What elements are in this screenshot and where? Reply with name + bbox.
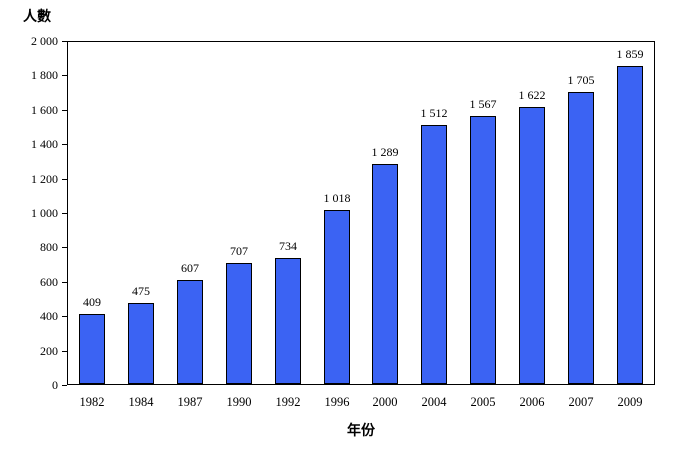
y-tick-label: 1 200 [31, 171, 58, 186]
bar-value-label: 1 512 [420, 106, 448, 120]
x-tick-label: 2009 [617, 395, 643, 409]
bar-2007 [568, 92, 594, 384]
x-tick-label: 1990 [226, 395, 252, 409]
bar-2006 [519, 107, 545, 384]
bar-value-label: 1 705 [567, 73, 595, 87]
bar-value-label: 1 289 [371, 145, 399, 159]
y-tick-mark [62, 144, 67, 145]
y-tick-mark [62, 41, 67, 42]
plot-area: 409 475 607 707 734 1 018 1 289 1 512 1 567 1 622… [67, 41, 655, 385]
bar-value-label: 1 567 [469, 97, 497, 111]
bar-value-label: 734 [279, 239, 297, 253]
bar-value-label: 409 [83, 295, 101, 309]
y-tick-label: 2 000 [31, 34, 58, 48]
bar-value-label: 1 859 [616, 47, 644, 61]
bar-value-label: 707 [230, 244, 248, 258]
bar-2009 [617, 66, 643, 384]
y-tick-mark [62, 247, 67, 248]
x-tick-label: 1996 [324, 395, 350, 409]
y-tick-mark [62, 75, 67, 76]
y-tick-label: 600 [40, 274, 58, 289]
x-tick-label: 1982 [79, 395, 105, 409]
y-tick-mark [62, 282, 67, 283]
y-tick-mark [62, 213, 67, 214]
x-tick-label: 2006 [519, 395, 545, 409]
bar-1996 [324, 210, 350, 384]
bar-value-label: 1 018 [323, 191, 351, 205]
bar-value-label: 607 [181, 261, 199, 275]
bar-1984 [128, 303, 154, 384]
x-tick-label: 2005 [470, 395, 496, 409]
x-tick-label: 2007 [568, 395, 594, 409]
y-tick-label: 1 800 [31, 68, 58, 83]
y-tick-mark [62, 179, 67, 180]
bar-1990 [226, 263, 252, 384]
bar-value-label: 1 622 [518, 88, 546, 102]
bar-2005 [470, 116, 496, 384]
bar-2000 [372, 164, 398, 384]
x-axis-title: 年份 [347, 422, 375, 438]
y-tick-label: 1 400 [31, 137, 58, 152]
x-tick-label: 2004 [421, 395, 447, 409]
y-tick-label: 400 [40, 309, 58, 324]
x-tick-label: 1984 [128, 395, 154, 409]
bar-value-label: 475 [132, 284, 150, 298]
y-tick-label: 800 [40, 240, 58, 255]
x-tick-label: 1992 [275, 395, 301, 409]
y-tick-label: 1 600 [31, 102, 58, 117]
y-tick-label: 1 000 [31, 206, 58, 220]
y-tick-label: 200 [40, 343, 58, 358]
bar-1987 [177, 280, 203, 384]
y-tick-mark [62, 316, 67, 317]
x-tick-label: 1987 [177, 395, 203, 409]
bar-2004 [421, 125, 447, 384]
y-tick-mark [62, 351, 67, 352]
y-tick-mark [62, 110, 67, 111]
y-axis-title: 人數 [23, 8, 51, 24]
y-tick-mark [62, 385, 67, 386]
y-tick-label: 0 [52, 378, 58, 392]
bar-1992 [275, 258, 301, 384]
bar-1982 [79, 314, 105, 384]
x-tick-label: 2000 [372, 395, 398, 409]
